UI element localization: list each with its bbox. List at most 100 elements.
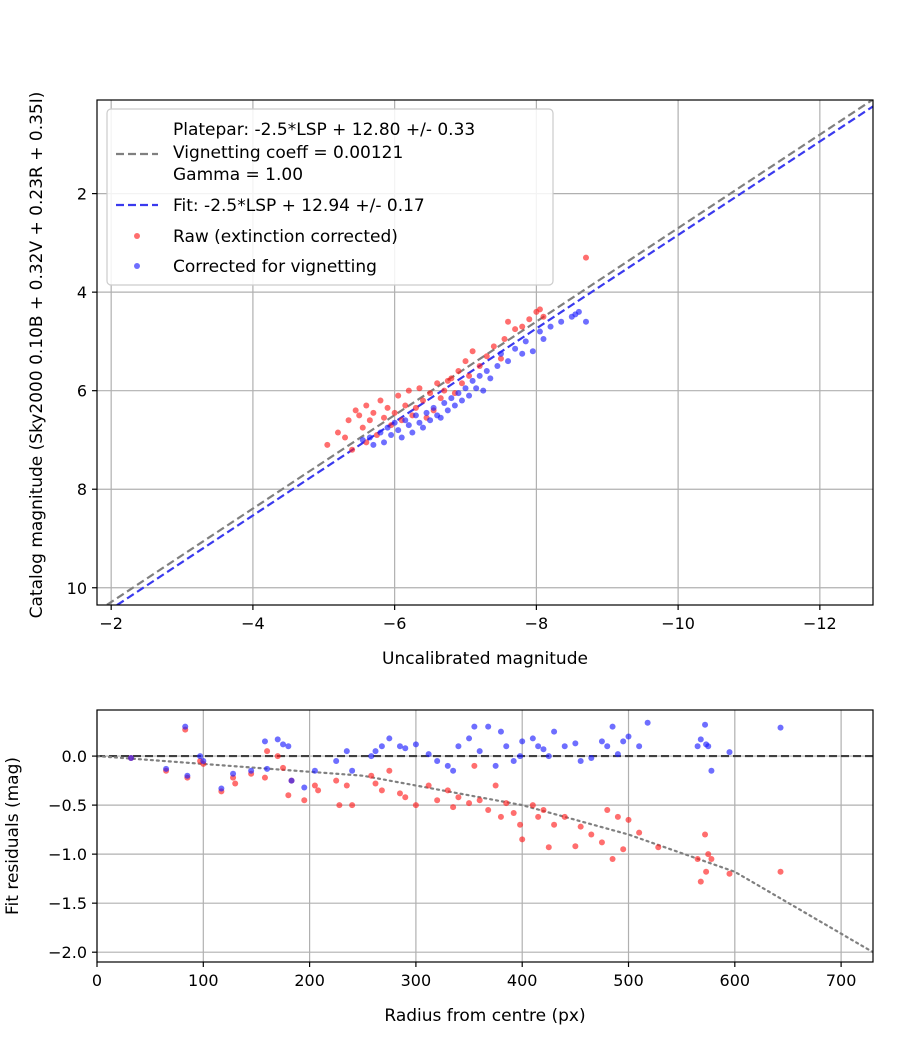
legend-raw-marker [134,233,140,239]
top-x-tick-label: −12 [803,614,837,633]
bottom-corrected-point [386,735,393,742]
bottom-raw-point [510,809,517,816]
bottom-corrected-point [598,738,605,745]
bottom-raw-point [572,843,579,850]
bottom-raw-point [485,807,492,814]
bottom-corrected-point [343,748,350,755]
bottom-corrected-point [697,736,704,743]
bottom-raw-point [697,878,704,885]
top-corrected-point [384,424,391,431]
top-corrected-point [444,407,451,414]
top-corrected-point [430,404,437,411]
bottom-raw-point [614,813,621,820]
bottom-x-tick-label: 600 [720,971,751,990]
top-raw-point [483,353,490,360]
bottom-raw-point [503,800,510,807]
top-raw-point [412,404,419,411]
top-corrected-point [391,419,398,426]
bottom-raw-point [285,792,292,799]
bottom-corrected-point [372,748,379,755]
top-raw-point [349,446,356,453]
bottom-y-axis-label: Fit residuals (mag) [3,757,23,915]
top-raw-point [324,441,331,448]
bottom-x-tick-label: 700 [826,971,857,990]
bottom-corrected-point [301,784,308,791]
bottom-raw-point [529,802,536,809]
bottom-raw-point [703,868,710,875]
bottom-y-ticks: 0.0 −0.5 −1.0 −1.5 −2.0 [48,747,97,962]
bottom-corrected-point [476,748,483,755]
bottom-y-tick-label: −1.0 [48,845,87,864]
top-corrected-point [505,358,512,365]
bottom-raw-point [333,777,340,784]
top-x-tick-label: −10 [661,614,695,633]
bottom-raw-point [280,764,287,771]
top-corrected-point [473,385,480,392]
bottom-corrected-point [455,743,462,750]
bottom-corrected-point [561,743,568,750]
bottom-line-1 [97,754,873,954]
top-corrected-point [455,390,462,397]
top-raw-point [402,402,409,409]
top-x-tick-label: −4 [241,614,265,633]
top-corrected-point [582,318,589,325]
bottom-corrected-point [200,757,207,764]
bottom-raw-point [588,831,595,838]
legend-corrected-label: Corrected for vignetting [173,257,377,277]
bottom-raw-point [402,794,409,801]
bottom-corrected-point [577,757,584,764]
top-raw-point [345,417,352,424]
top-line-0 [104,100,873,605]
bottom-raw-point [497,813,504,820]
bottom-corrected-point [609,723,616,730]
bottom-raw-point [577,823,584,830]
bottom-reference-lines [97,754,873,954]
bottom-corrected-point [280,741,287,748]
bottom-raw-point [455,794,462,801]
legend-platepar-label: Platepar: -2.5*LSP + 12.80 +/- 0.33 [173,120,475,140]
bottom-corrected-point [702,721,709,728]
bottom-raw-point [777,868,784,875]
top-y-tick-label: 2 [77,185,87,204]
bottom-raw-point [444,787,451,794]
top-raw-point [381,414,388,421]
bottom-raw-point [396,790,403,797]
top-corrected-point [458,397,465,404]
bottom-raw-point [450,804,457,811]
top-corrected-point [497,350,504,357]
legend-fit-label: Fit: -2.5*LSP + 12.94 +/- 0.17 [173,196,425,216]
top-corrected-point [405,422,412,429]
bottom-corrected-point [694,743,701,750]
bottom-corrected-point [378,743,385,750]
bottom-raw-point [708,856,715,863]
bottom-corrected-point [614,751,621,758]
bottom-raw-point [636,829,643,836]
bottom-corrected-point [510,757,517,764]
top-raw-point [363,402,370,409]
bottom-x-tick-label: 200 [294,971,325,990]
bottom-corrected-point [285,743,292,750]
top-corrected-point [540,335,547,342]
top-y-ticks: 2 4 6 8 10 [67,185,97,598]
top-corrected-point [529,348,536,355]
top-corrected-point [402,417,409,424]
top-x-tick-label: −2 [99,614,123,633]
bottom-corrected-point [349,767,356,774]
bottom-corrected-point [705,743,712,750]
bottom-raw-point [598,839,605,846]
top-corrected-point [437,414,444,421]
bottom-corrected-point [261,738,268,745]
bottom-raw-point [517,821,524,828]
bottom-raw-point [378,787,385,794]
bottom-raw-point [620,846,627,853]
top-corrected-point [395,427,402,434]
bottom-corrected-point [218,785,225,792]
bottom-raw-point [540,807,547,814]
top-raw-point [490,343,497,350]
top-raw-point [497,355,504,362]
bottom-corrected-point [540,746,547,753]
top-raw-point [352,407,359,414]
bottom-corrected-point [777,724,784,731]
bottom-corrected-point [412,741,419,748]
